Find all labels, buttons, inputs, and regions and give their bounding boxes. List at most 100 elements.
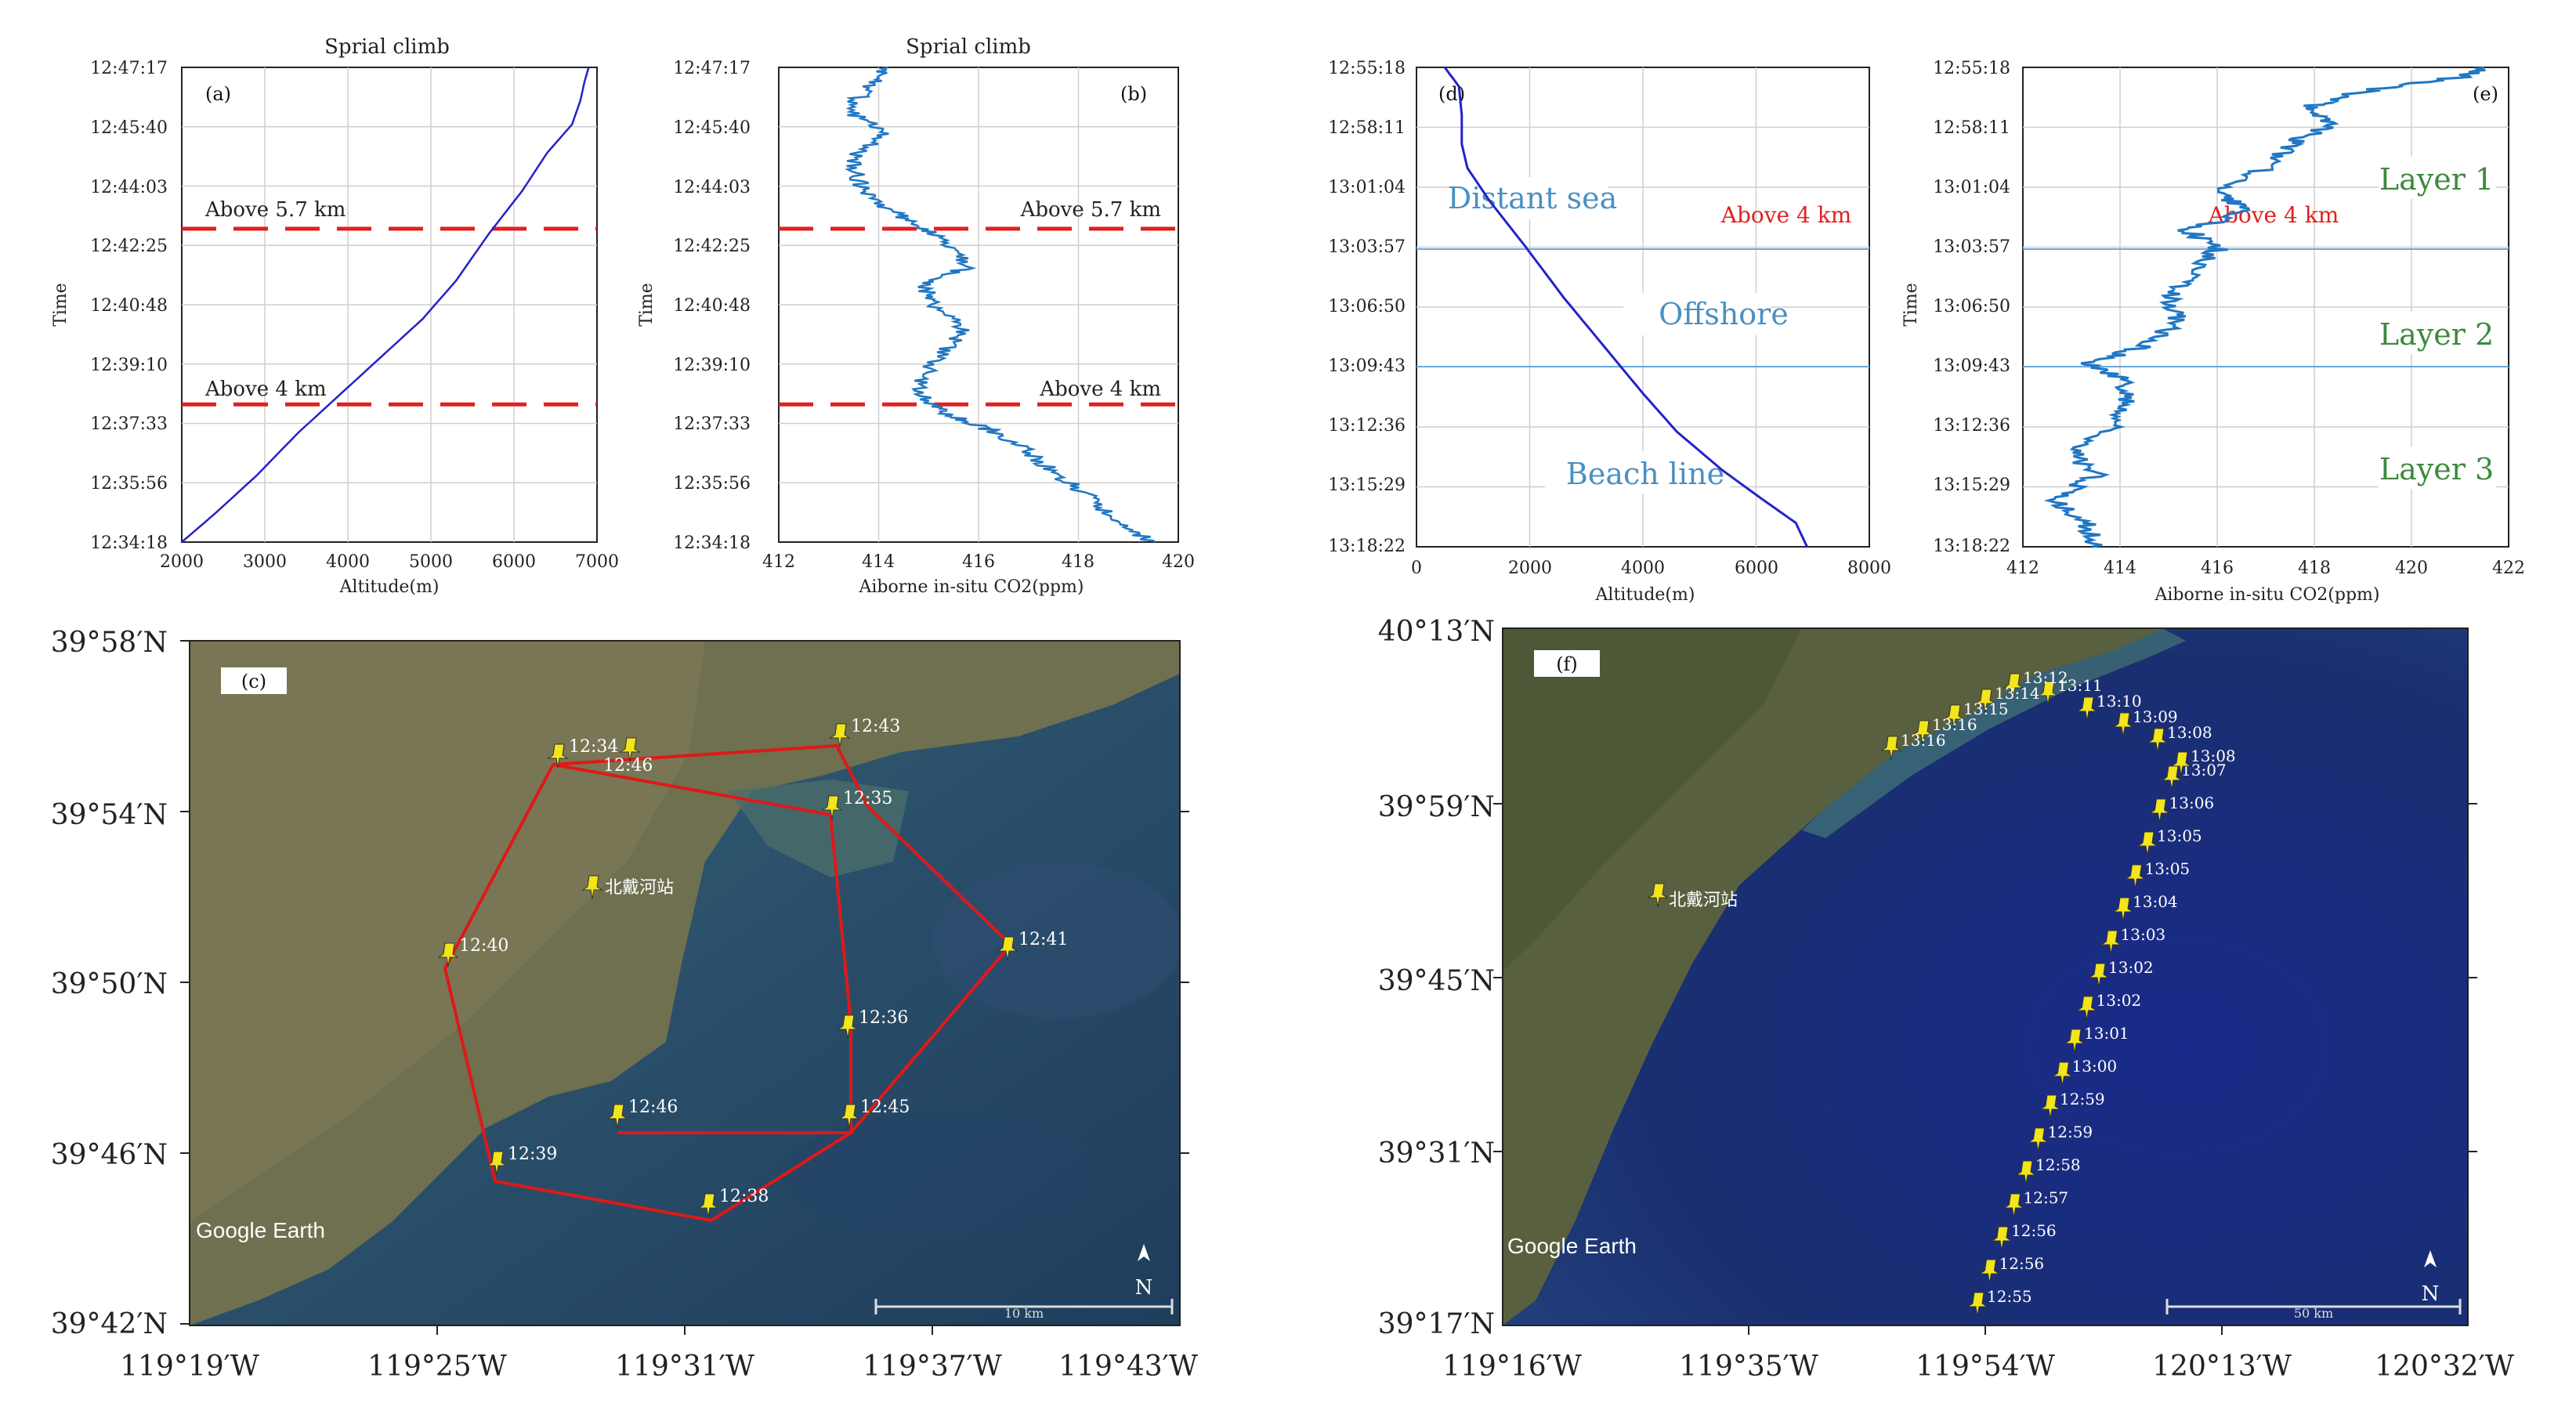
map-pin[interactable]: 13:05 <box>2124 859 2191 889</box>
panel-b-ytick: 12:37:33 <box>673 414 751 434</box>
pin-label: 12:55 <box>1987 1287 2032 1306</box>
pin-label: 13:02 <box>2108 958 2154 977</box>
map-pin[interactable]: 13:02 <box>2088 958 2154 988</box>
map-pin[interactable]: 13:11 <box>2037 676 2103 706</box>
map-c-scale-label: 10 km <box>1004 1306 1044 1321</box>
map-f-land-shade <box>1503 628 1802 971</box>
map-c-lat-tick: 39°50′N <box>51 968 168 1000</box>
panel-e-ytick: 12:58:11 <box>1933 118 2010 138</box>
panel-d-ytick: 13:12:36 <box>1328 416 1406 436</box>
map-pin[interactable]: 12:34 <box>547 737 618 768</box>
map-pin[interactable]: 12:56 <box>1991 1221 2057 1251</box>
pin-label: 13:14 <box>1995 684 2040 703</box>
map-pin-station[interactable]: 北戴河站 <box>1647 883 1738 910</box>
panel-b-ytick: 12:42:25 <box>673 237 751 256</box>
panel-d-xtick: 8000 <box>1847 559 1891 578</box>
pin-label: 13:05 <box>2157 826 2202 845</box>
map-pin[interactable]: 北戴河站 <box>581 875 674 900</box>
map-f-lon-tick: 119°54′W <box>1916 1350 2055 1383</box>
map-pin[interactable]: 13:00 <box>2051 1057 2118 1087</box>
map-pin[interactable]: 13:02 <box>2075 991 2142 1021</box>
map-pin[interactable]: 12:56 <box>1978 1254 2045 1284</box>
panel-e-ytick: 12:55:18 <box>1933 59 2010 78</box>
pin-label-station: 北戴河站 <box>1669 891 1738 910</box>
map-pin[interactable]: 13:08 <box>2170 747 2236 776</box>
map-pin[interactable]: 12:41 <box>997 930 1068 961</box>
map-pin[interactable]: 13:04 <box>2112 892 2178 922</box>
map-pin[interactable]: 12:35 <box>821 789 892 820</box>
pin-label: 12:45 <box>860 1097 910 1117</box>
map-pin[interactable]: 13:16 <box>1912 715 1977 745</box>
map-pin[interactable]: 13:12 <box>2003 668 2068 698</box>
map-pin[interactable]: 12:39 <box>486 1144 557 1176</box>
map-pin[interactable]: 12:36 <box>837 1008 908 1040</box>
panel-e-ytick: 13:12:36 <box>1933 416 2010 436</box>
panel-b-ytick: 12:39:10 <box>673 356 751 375</box>
panel-e-layer-1: Layer 1 <box>2379 162 2494 197</box>
map-pin[interactable]: 12:59 <box>2039 1090 2105 1119</box>
pin-icon <box>1943 704 1965 729</box>
map-pin[interactable]: 12:46 <box>606 1097 678 1129</box>
panel-b-xtick: 418 <box>1062 552 1094 572</box>
panel-b-ytick-labels: 12:47:17 12:45:40 12:44:03 12:42:25 12:4… <box>673 59 751 553</box>
pin-icon <box>2088 963 2110 988</box>
map-f: 12:55 12:56 12:56 12:57 12:58 12:59 12:59 13:00… <box>1378 616 2514 1383</box>
map-pin[interactable]: 13:05 <box>2136 826 2202 856</box>
pin-icon <box>2148 798 2171 823</box>
panel-b-xtick: 416 <box>962 552 995 572</box>
panel-e-xtick: 416 <box>2201 559 2234 578</box>
panel-d-series-line <box>1443 67 1808 548</box>
pin-label: 12:46 <box>628 1097 678 1117</box>
pin-label: 13:01 <box>2084 1024 2129 1043</box>
map-pin[interactable]: 13:01 <box>2064 1024 2129 1054</box>
map-pin[interactable]: 13:14 <box>1974 684 2040 714</box>
map-pin[interactable]: 13:03 <box>2100 925 2166 955</box>
map-c-water-shade <box>783 1112 1097 1238</box>
panel-b-xtick: 414 <box>862 552 895 572</box>
panel-d-xtick-labels: 0 2000 4000 6000 8000 <box>1411 559 1891 578</box>
map-pin[interactable]: 13:06 <box>2148 794 2215 823</box>
panel-a-ytick: 12:37:33 <box>90 414 168 434</box>
panel-e-xlabel: Aiborne in-situ CO2(ppm) <box>2155 585 2380 605</box>
panel-a-ytick-labels: 12:47:17 12:45:40 12:44:03 12:42:25 12:4… <box>90 59 168 553</box>
map-pin[interactable]: 12:59 <box>2027 1123 2093 1152</box>
panel-b-xlabel: Aiborne in-situ CO2(ppm) <box>859 577 1084 597</box>
map-pin[interactable]: 13:09 <box>2112 707 2178 737</box>
map-pin[interactable]: 13:10 <box>2076 692 2142 721</box>
map-pin[interactable]: 12:55 <box>1966 1287 2032 1317</box>
map-pin[interactable]: 12:58 <box>2015 1155 2081 1185</box>
panel-a-ytick: 12:47:17 <box>90 59 168 78</box>
pin-label: 12:35 <box>843 789 892 808</box>
map-pin[interactable]: 12:43 <box>829 717 900 748</box>
pin-label: 13:16 <box>1932 715 1977 734</box>
map-c-lat-tick: 39°54′N <box>51 799 168 831</box>
pin-label: 12:46 <box>603 756 653 776</box>
map-pin[interactable]: 12:38 <box>697 1187 769 1218</box>
map-c-lon-tick: 119°25′W <box>367 1350 507 1383</box>
panel-a: Sprial climb 12:47:17 12:45:40 12:44:03 … <box>51 35 619 597</box>
map-c: 12:34 12:46 12:43 12:35 北戴河站 12:40 12:41… <box>51 627 1198 1383</box>
map-pin[interactable]: 13:08 <box>2147 723 2212 753</box>
pin-icon <box>1978 1259 2001 1284</box>
map-pin[interactable]: 13:16 <box>1880 731 1946 761</box>
pin-icon <box>997 936 1018 961</box>
panel-a-xtick: 5000 <box>409 552 453 572</box>
pin-icon <box>2015 1160 2037 1185</box>
panel-a-ytick: 12:40:48 <box>90 296 168 316</box>
panel-e-xtick: 414 <box>2104 559 2136 578</box>
map-pin[interactable]: 12:40 <box>437 936 508 967</box>
map-pin[interactable]: 12:45 <box>838 1097 910 1129</box>
map-pin[interactable]: 13:15 <box>1943 700 2009 729</box>
map-pin[interactable]: 12:57 <box>2003 1188 2069 1218</box>
map-pin[interactable]: 12:46 <box>603 737 653 776</box>
pin-icon <box>2064 1029 2086 1054</box>
pin-icon <box>821 795 843 820</box>
pin-icon <box>1991 1226 2013 1251</box>
map-f-lat-tick: 40°13′N <box>1378 616 1495 648</box>
pin-icon <box>1966 1292 1988 1317</box>
pin-label: 13:06 <box>2169 794 2215 812</box>
map-pin[interactable]: 13:07 <box>2161 761 2227 790</box>
panel-d-ytick: 13:09:43 <box>1328 356 1406 376</box>
map-f-lat-tick: 39°45′N <box>1378 965 1495 997</box>
